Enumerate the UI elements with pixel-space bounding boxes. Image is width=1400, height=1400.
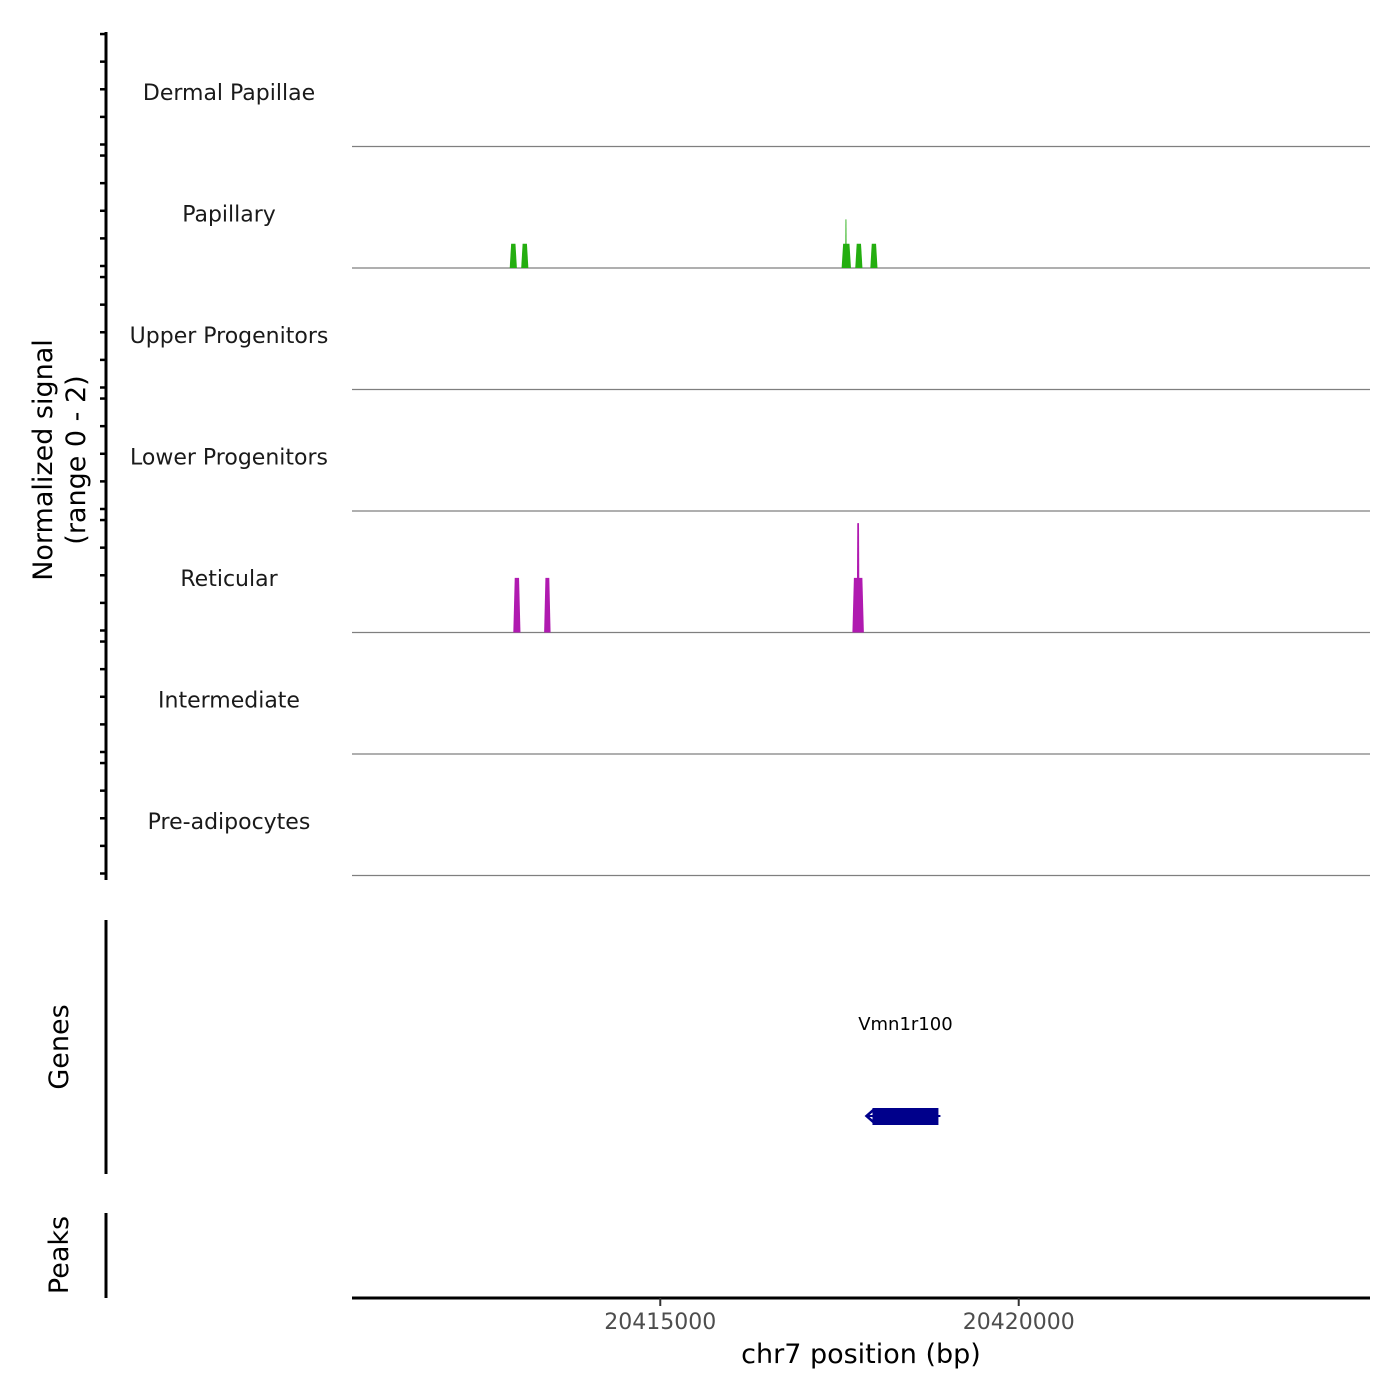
track-label: Pre-adipocytes	[148, 810, 311, 835]
track-label: Dermal Papillae	[143, 81, 315, 106]
coverage-tracks: Dermal Papillae Papillary Upper Progenitor…	[130, 81, 1370, 877]
strand-arrow	[864, 1108, 876, 1124]
signal-peak	[521, 243, 529, 268]
signal-peak	[856, 523, 860, 633]
y-axis-title-line2: (range 0 - 2)	[61, 375, 92, 544]
gene-label: Vmn1r100	[858, 1014, 952, 1035]
signal-peak	[513, 577, 521, 633]
x-tick-label: 20415000	[604, 1310, 716, 1335]
x-tick-label: 20420000	[963, 1310, 1075, 1335]
signal-peak	[845, 219, 847, 268]
track-label: Upper Progenitors	[130, 324, 329, 349]
track-label: Intermediate	[158, 689, 300, 714]
y-axis-title-line1: Normalized signal	[28, 339, 59, 581]
signal-peak	[870, 243, 878, 268]
genes-panel-title: Genes	[44, 1004, 75, 1089]
x-axis-title: chr7 position (bp)	[741, 1339, 981, 1370]
signal-peak	[855, 243, 863, 268]
peaks-panel-title: Peaks	[44, 1216, 75, 1294]
track-label: Reticular	[180, 567, 278, 592]
track-label: Lower Progenitors	[130, 446, 328, 471]
x-axis-ticks: 20415000 20420000	[604, 1298, 1075, 1335]
track-label: Papillary	[182, 203, 276, 228]
coverage-y-axis-ticks	[100, 32, 106, 875]
gene-annotations: Vmn1r100	[858, 1014, 953, 1125]
signal-peak	[509, 243, 517, 268]
signal-peak	[544, 577, 551, 633]
